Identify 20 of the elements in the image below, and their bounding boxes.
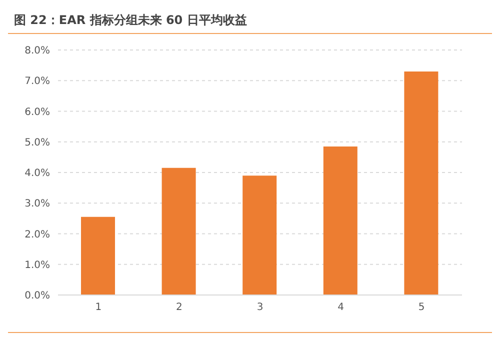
y-tick-label: 7.0% — [24, 76, 50, 88]
y-tick-label: 5.0% — [24, 137, 50, 148]
y-tick-label: 1.0% — [24, 260, 50, 271]
x-tick-label: 1 — [95, 302, 102, 314]
y-tick-label: 6.0% — [24, 106, 50, 118]
bar — [242, 176, 277, 295]
y-tick-label: 4.0% — [24, 168, 50, 180]
bar — [162, 168, 196, 295]
bar — [81, 216, 115, 295]
chart-title: 图 22：EAR 指标分组未来 60 日平均收益 — [8, 8, 492, 34]
x-tick-label: 3 — [256, 302, 264, 314]
x-tick-label: 2 — [176, 302, 182, 314]
x-tick-label: 4 — [338, 302, 344, 314]
bar — [404, 71, 438, 295]
x-tick-label: 5 — [418, 302, 425, 314]
y-tick-label: 0.0% — [24, 290, 50, 302]
y-tick-label: 8.0% — [24, 46, 50, 57]
y-tick-label: 3.0% — [24, 198, 50, 210]
bar — [323, 146, 358, 295]
y-tick-label: 2.0% — [24, 229, 50, 240]
